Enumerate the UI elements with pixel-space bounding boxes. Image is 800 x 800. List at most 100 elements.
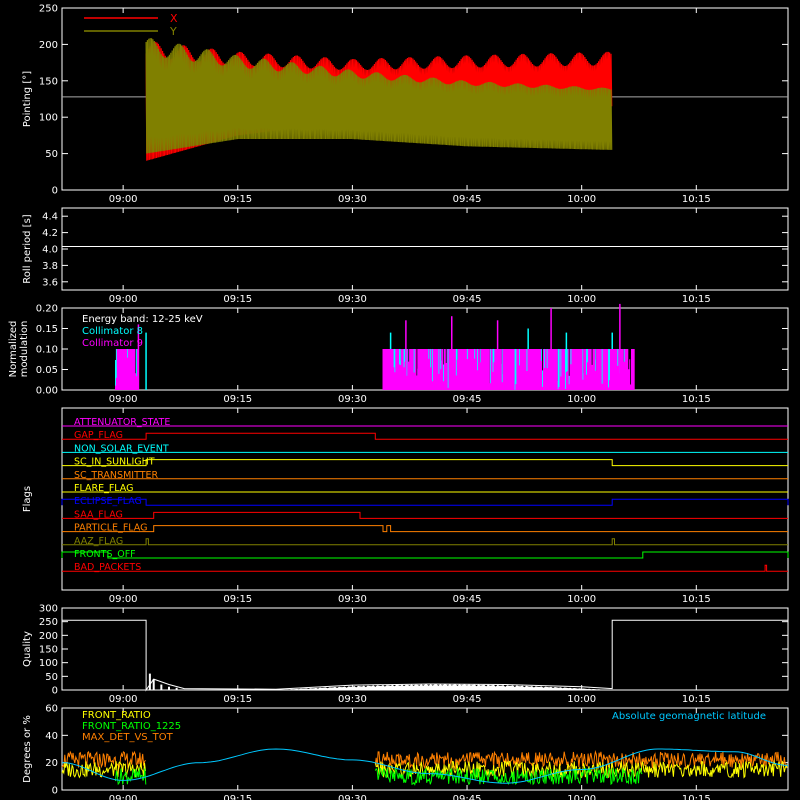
y-tick-label: 3.6 — [42, 277, 58, 288]
x-tick-label: 09:15 — [223, 694, 252, 705]
y-axis-label: Degrees or % — [22, 715, 33, 783]
y-tick-label: 0.15 — [36, 324, 58, 335]
flag-trace-ECLIPSE_FLAG — [61, 498, 789, 506]
flag-label-FRONTS_OFF: FRONTS_OFF — [74, 549, 136, 560]
panel-pointing: 09:00 09:15 09:30 09:45 10:00 10:15 0 50 100 150 2… — [22, 4, 789, 205]
geomagnetic-latitude-line — [61, 748, 789, 784]
y-tick-label: 0.05 — [36, 365, 58, 376]
x-tick-label: 09:45 — [453, 194, 482, 205]
x-tick-label: 09:45 — [453, 694, 482, 705]
x-tick-label: 10:15 — [682, 194, 711, 205]
x-tick-label: 10:00 — [567, 694, 596, 705]
y-tick-label: 0 — [52, 186, 58, 197]
legend-label-Collimator-9: Collimator 9 — [82, 338, 143, 349]
y-axis-label: Flags — [22, 486, 33, 512]
y-tick-label: 250 — [39, 4, 58, 15]
x-tick-label: 09:00 — [109, 294, 138, 305]
x-tick-label: 09:30 — [338, 394, 367, 405]
y-tick-label: 150 — [39, 76, 58, 87]
y-tick-label: 300 — [39, 604, 58, 615]
legend-label-FRONT_RATIO_1225: FRONT_RATIO_1225 — [82, 721, 181, 732]
y-tick-label: 0 — [52, 786, 58, 797]
legend-label-X: X — [170, 12, 178, 25]
series-Y-line — [145, 38, 613, 154]
flag-trace-GAP_FLAG — [62, 432, 788, 440]
legend-label-MAX_DET_VS_TOT: MAX_DET_VS_TOT — [82, 732, 174, 743]
x-tick-label: 10:15 — [682, 794, 711, 800]
x-tick-label: 10:00 — [567, 394, 596, 405]
y-axis-label: Pointing [°] — [22, 71, 33, 127]
y-axis-label: Quality — [22, 631, 33, 667]
legend-label-FRONT_RATIO: FRONT_RATIO — [82, 710, 151, 721]
flag-trace-PARTICLE_FLAG — [62, 525, 788, 533]
x-tick-label: 10:15 — [682, 294, 711, 305]
y-tick-label: 100 — [39, 658, 58, 669]
y-tick-label: 50 — [45, 149, 58, 160]
flag-label-ECLIPSE_FLAG: ECLIPSE_FLAG — [74, 496, 142, 507]
quality-line — [62, 619, 788, 692]
flag-label-SC_TRANSMITTER: SC_TRANSMITTER — [74, 470, 159, 481]
legend-label-geomagnetic-latitude: Absolute geomagnetic latitude — [612, 711, 766, 722]
x-tick-label: 10:15 — [682, 594, 711, 605]
x-tick-label: 10:00 — [567, 294, 596, 305]
y-axis-label-line1: Normalized — [8, 321, 19, 378]
series-FRONT_RATIO-line — [61, 761, 146, 779]
y-tick-label: 100 — [39, 113, 58, 124]
x-tick-label: 09:45 — [453, 394, 482, 405]
x-tick-label: 10:15 — [682, 694, 711, 705]
flag-label-SAA_FLAG: SAA_FLAG — [74, 509, 123, 520]
y-tick-label: 20 — [45, 758, 58, 769]
flag-label-BAD_PACKETS: BAD_PACKETS — [74, 562, 141, 573]
y-tick-label: 0.20 — [36, 304, 58, 315]
series-MAX_DET_VS_TOT-line — [374, 750, 788, 770]
x-tick-label: 09:00 — [109, 594, 138, 605]
x-tick-label: 09:15 — [223, 794, 252, 800]
y-tick-label: 0.00 — [36, 386, 58, 397]
y-tick-label: 3.8 — [42, 261, 58, 272]
flag-label-ATTENUATOR_STATE: ATTENUATOR_STATE — [74, 417, 170, 428]
series-FRONT_RATIO_1225-line — [115, 768, 147, 786]
x-tick-label: 09:00 — [109, 194, 138, 205]
y-tick-label: 200 — [39, 631, 58, 642]
y-tick-label: 250 — [39, 617, 58, 628]
flag-label-AAZ_FLAG: AAZ_FLAG — [74, 536, 123, 547]
legend-label-Collimator-8: Collimator 8 — [82, 326, 143, 337]
series-Collimator-9-bars — [382, 349, 635, 390]
x-tick-label: 09:15 — [223, 294, 252, 305]
panel-flags: 09:00 09:15 09:30 09:45 10:00 10:15 Flags ATTEN… — [22, 407, 789, 605]
energy-band-annotation: Energy band: 12-25 keV — [82, 314, 203, 325]
flag-label-FLARE_FLAG: FLARE_FLAG — [74, 483, 134, 494]
flag-trace-BAD_PACKETS — [62, 564, 788, 572]
x-tick-label: 09:15 — [223, 594, 252, 605]
plot-frame — [61, 7, 789, 191]
y-tick-label: 50 — [45, 672, 58, 683]
flag-label-GAP_FLAG: GAP_FLAG — [74, 430, 123, 441]
x-tick-label: 09:00 — [109, 794, 138, 800]
y-tick-label: 4.4 — [42, 212, 58, 223]
y-tick-label: 60 — [45, 704, 58, 715]
panel-roll: 09:00 09:15 09:30 09:45 10:00 10:15 3.6 3.8 4.0 4… — [22, 207, 789, 305]
x-tick-label: 09:45 — [453, 594, 482, 605]
panel-quality: 09:00 09:15 09:30 09:45 10:00 10:15 0 50 100 150 2… — [22, 604, 789, 705]
x-tick-label: 09:30 — [338, 594, 367, 605]
panel-modulation: 09:00 09:15 09:30 09:45 10:00 10:15 0.00 0.05 0.… — [8, 304, 789, 405]
x-tick-label: 10:00 — [567, 194, 596, 205]
x-tick-label: 09:00 — [109, 694, 138, 705]
x-tick-label: 09:00 — [109, 394, 138, 405]
flag-trace-SC_IN_SUNLIGHT — [62, 459, 788, 467]
x-tick-label: 09:15 — [223, 394, 252, 405]
y-axis-label: Roll period [s] — [22, 214, 33, 283]
y-axis-label-line2: modulation — [19, 321, 30, 378]
y-tick-label: 40 — [45, 731, 58, 742]
x-tick-label: 10:00 — [567, 594, 596, 605]
x-tick-label: 09:30 — [338, 194, 367, 205]
x-tick-label: 09:15 — [223, 194, 252, 205]
flag-label-NON_SOLAR_EVENT: NON_SOLAR_EVENT — [74, 443, 169, 454]
y-tick-label: 150 — [39, 645, 58, 656]
series-MAX_DET_VS_TOT-line — [61, 750, 146, 770]
y-tick-label: 200 — [39, 40, 58, 51]
flag-trace-SAA_FLAG — [62, 511, 788, 519]
quality-fill — [275, 684, 613, 690]
x-tick-label: 09:45 — [453, 294, 482, 305]
